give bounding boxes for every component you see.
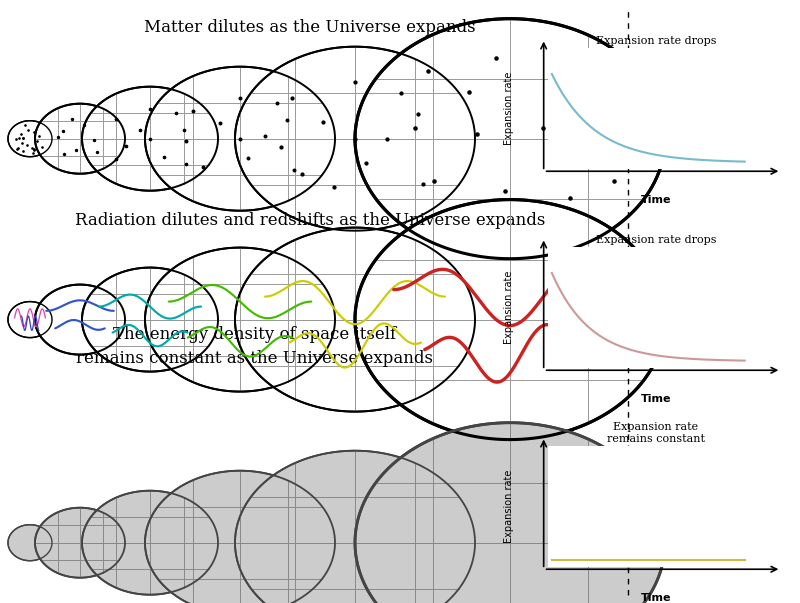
Polygon shape — [145, 67, 335, 210]
Text: Time: Time — [641, 195, 671, 206]
Text: Time: Time — [641, 394, 671, 405]
Polygon shape — [145, 248, 335, 391]
Text: Time: Time — [641, 593, 671, 603]
Text: Radiation dilutes and redshifts as the Universe expands: Radiation dilutes and redshifts as the U… — [75, 212, 545, 229]
Polygon shape — [235, 46, 475, 231]
Polygon shape — [355, 19, 665, 259]
Text: Expansion rate: Expansion rate — [504, 470, 514, 543]
Text: Expansion rate: Expansion rate — [504, 271, 514, 344]
Polygon shape — [35, 508, 125, 578]
Text: The energy density of space itself
remains constant as the Universe expands: The energy density of space itself remai… — [77, 326, 434, 367]
Polygon shape — [35, 285, 125, 355]
Text: Matter dilutes as the Universe expands: Matter dilutes as the Universe expands — [144, 19, 476, 36]
Polygon shape — [235, 227, 475, 412]
Polygon shape — [8, 525, 52, 561]
Polygon shape — [145, 471, 335, 603]
Polygon shape — [355, 200, 665, 440]
Title: Expansion rate drops: Expansion rate drops — [596, 36, 716, 46]
Polygon shape — [35, 104, 125, 174]
Polygon shape — [8, 121, 52, 157]
Polygon shape — [82, 268, 218, 371]
Title: Expansion rate drops: Expansion rate drops — [596, 235, 716, 245]
Polygon shape — [82, 87, 218, 191]
Polygon shape — [355, 423, 665, 603]
Text: Expansion rate: Expansion rate — [504, 72, 514, 145]
Polygon shape — [82, 491, 218, 595]
Polygon shape — [8, 302, 52, 338]
Polygon shape — [235, 450, 475, 603]
Title: Expansion rate
remains constant: Expansion rate remains constant — [607, 423, 705, 444]
